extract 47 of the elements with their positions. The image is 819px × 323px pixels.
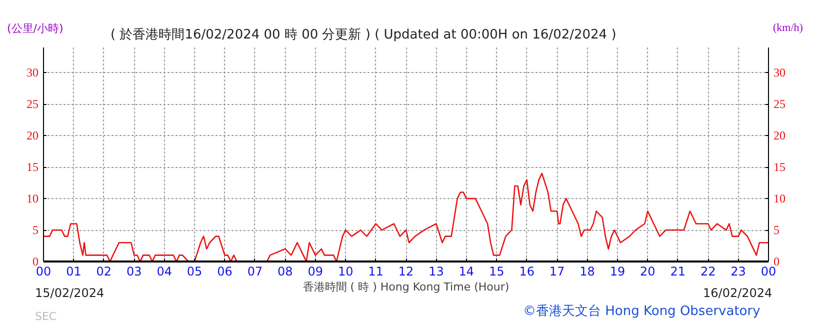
x-tick-label: 05 — [186, 264, 202, 278]
x-tick-label: 14 — [458, 264, 474, 278]
y-tick-label: 25 — [26, 97, 38, 112]
x-tick-label: 13 — [428, 264, 444, 278]
y2-tick-label: 0 — [774, 254, 780, 268]
text: 16/02/2024 — [703, 285, 772, 302]
x-tick-label: 07 — [247, 264, 263, 278]
text: SEC — [35, 309, 57, 323]
x-tick-label: 00 — [760, 264, 776, 278]
y-tick-label: 15 — [26, 160, 38, 174]
y2-tick-label: 20 — [774, 128, 786, 143]
x-tick-label: 15 — [488, 264, 504, 278]
x-tick-label: 00 — [36, 264, 52, 278]
y2-tick-label: 10 — [774, 192, 786, 206]
x-tick-label: 22 — [700, 264, 716, 278]
x-tick-label: 08 — [278, 264, 293, 278]
y-tick-label: 5 — [32, 223, 38, 238]
x-tick-label: 19 — [610, 264, 626, 278]
text: ©香港天文台 Hong Kong Observatory — [523, 303, 760, 321]
x-tick-label: 18 — [580, 264, 595, 278]
x-tick-label: 02 — [96, 264, 112, 278]
y2-tick-label: 5 — [774, 223, 780, 238]
x-tick-label: 03 — [126, 264, 142, 278]
y-tick-label: 0 — [32, 254, 38, 268]
x-tick-label: 16 — [519, 264, 534, 278]
y2-tick-label: 25 — [774, 97, 786, 112]
y2-tick-label: 15 — [774, 160, 786, 174]
x-tick-label: 21 — [670, 264, 686, 278]
x-tick-label: 09 — [308, 264, 324, 278]
x-tick-label: 10 — [338, 264, 354, 278]
y-tick-label: 20 — [26, 128, 38, 143]
y-axis-title: (公里/小時) — [7, 21, 64, 37]
chart-title: ( 於香港時間16/02/2024 00 時 00 分更新 ) ( Updated at 00:00H on 16/02/2024 ) — [110, 28, 616, 42]
x-tick-label: 04 — [156, 264, 172, 278]
x-tick-label: 06 — [217, 264, 232, 278]
x-axis-title: 香港時間 ( 時 ) Hong Kong Time (Hour) — [302, 280, 510, 294]
y2-tick-label: 30 — [774, 66, 786, 80]
x-tick-label: 11 — [368, 264, 384, 278]
y2-axis-title: (km/h) — [773, 21, 803, 36]
y-tick-label: 30 — [26, 66, 38, 80]
x-tick-label: 01 — [66, 264, 82, 278]
x-tick-label: 23 — [730, 264, 746, 278]
x-tick-label: 12 — [398, 264, 414, 278]
y-tick-label: 10 — [26, 192, 38, 206]
text: 15/02/2024 — [35, 285, 104, 302]
x-tick-label: 20 — [640, 264, 656, 278]
x-tick-label: 17 — [549, 264, 565, 278]
